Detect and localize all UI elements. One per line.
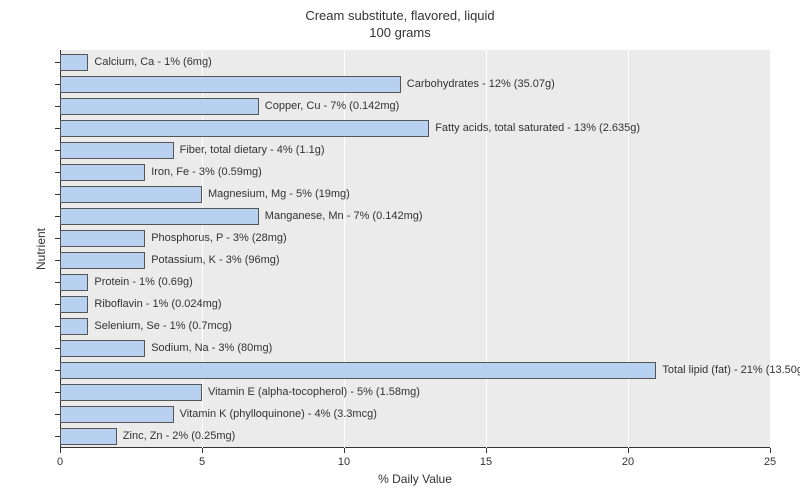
bar-label: Manganese, Mn - 7% (0.142mg) bbox=[265, 208, 423, 225]
bar-label: Protein - 1% (0.69g) bbox=[94, 274, 192, 291]
y-tick bbox=[55, 238, 60, 239]
y-tick bbox=[55, 414, 60, 415]
grid-line bbox=[628, 50, 629, 448]
x-tick bbox=[486, 448, 487, 453]
x-tick bbox=[344, 448, 345, 453]
x-tick-label: 20 bbox=[622, 456, 634, 468]
bar bbox=[60, 54, 88, 71]
y-tick bbox=[55, 436, 60, 437]
y-tick bbox=[55, 172, 60, 173]
y-tick bbox=[55, 128, 60, 129]
grid-line bbox=[486, 50, 487, 448]
x-tick bbox=[770, 448, 771, 453]
y-tick bbox=[55, 392, 60, 393]
y-tick bbox=[55, 348, 60, 349]
y-tick bbox=[55, 106, 60, 107]
bar bbox=[60, 340, 145, 357]
x-tick bbox=[628, 448, 629, 453]
bar bbox=[60, 164, 145, 181]
x-axis-label: % Daily Value bbox=[378, 472, 452, 486]
y-tick bbox=[55, 326, 60, 327]
y-tick bbox=[55, 304, 60, 305]
bar-label: Total lipid (fat) - 21% (13.50g) bbox=[662, 362, 800, 379]
bar bbox=[60, 274, 88, 291]
y-tick bbox=[55, 84, 60, 85]
y-tick bbox=[55, 62, 60, 63]
bar bbox=[60, 120, 429, 137]
y-tick bbox=[55, 216, 60, 217]
title-line-2: 100 grams bbox=[0, 25, 800, 42]
bar bbox=[60, 428, 117, 445]
bar-label: Calcium, Ca - 1% (6mg) bbox=[94, 54, 211, 71]
bar-label: Zinc, Zn - 2% (0.25mg) bbox=[123, 428, 235, 445]
bar-label: Iron, Fe - 3% (0.59mg) bbox=[151, 164, 262, 181]
title-line-1: Cream substitute, flavored, liquid bbox=[0, 8, 800, 25]
y-tick bbox=[55, 260, 60, 261]
bar bbox=[60, 230, 145, 247]
bar-label: Magnesium, Mg - 5% (19mg) bbox=[208, 186, 350, 203]
y-tick bbox=[55, 370, 60, 371]
x-tick-label: 10 bbox=[338, 456, 350, 468]
x-tick-label: 5 bbox=[199, 456, 205, 468]
y-tick bbox=[55, 194, 60, 195]
bar bbox=[60, 76, 401, 93]
bar-label: Vitamin K (phylloquinone) - 4% (3.3mcg) bbox=[180, 406, 377, 423]
y-axis-label: Nutrient bbox=[34, 228, 48, 270]
bar bbox=[60, 186, 202, 203]
x-tick-label: 25 bbox=[764, 456, 776, 468]
nutrient-chart: Cream substitute, flavored, liquid 100 g… bbox=[0, 0, 800, 500]
bar-label: Riboflavin - 1% (0.024mg) bbox=[94, 296, 221, 313]
x-tick bbox=[60, 448, 61, 453]
bar bbox=[60, 208, 259, 225]
x-axis-line bbox=[60, 447, 770, 448]
bar-label: Carbohydrates - 12% (35.07g) bbox=[407, 76, 555, 93]
y-tick bbox=[55, 150, 60, 151]
bar-label: Vitamin E (alpha-tocopherol) - 5% (1.58m… bbox=[208, 384, 420, 401]
plot-area: Nutrient % Daily Value 0510152025Calcium… bbox=[60, 50, 770, 448]
bar bbox=[60, 252, 145, 269]
x-tick bbox=[202, 448, 203, 453]
bar-label: Fatty acids, total saturated - 13% (2.63… bbox=[435, 120, 640, 137]
x-tick-label: 0 bbox=[57, 456, 63, 468]
y-tick bbox=[55, 282, 60, 283]
bar-label: Phosphorus, P - 3% (28mg) bbox=[151, 230, 287, 247]
bar-label: Copper, Cu - 7% (0.142mg) bbox=[265, 98, 400, 115]
bar bbox=[60, 142, 174, 159]
grid-line bbox=[770, 50, 771, 448]
bar bbox=[60, 98, 259, 115]
bar-label: Potassium, K - 3% (96mg) bbox=[151, 252, 279, 269]
bar-label: Selenium, Se - 1% (0.7mcg) bbox=[94, 318, 232, 335]
bar bbox=[60, 296, 88, 313]
bar-label: Sodium, Na - 3% (80mg) bbox=[151, 340, 272, 357]
bar bbox=[60, 318, 88, 335]
bar bbox=[60, 406, 174, 423]
bar bbox=[60, 362, 656, 379]
bar bbox=[60, 384, 202, 401]
chart-title: Cream substitute, flavored, liquid 100 g… bbox=[0, 0, 800, 42]
x-tick-label: 15 bbox=[480, 456, 492, 468]
bar-label: Fiber, total dietary - 4% (1.1g) bbox=[180, 142, 325, 159]
